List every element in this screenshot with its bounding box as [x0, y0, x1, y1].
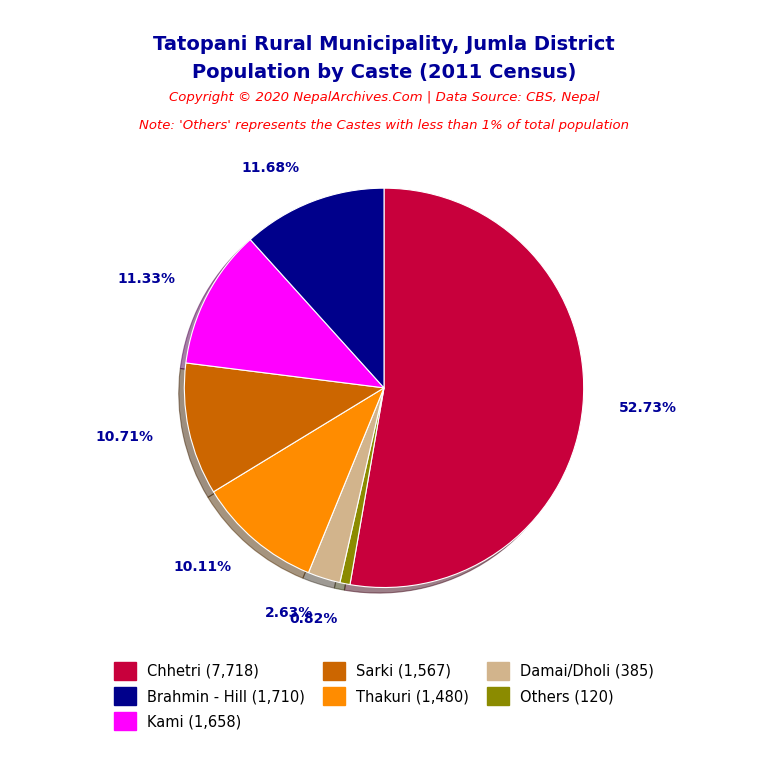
Text: Population by Caste (2011 Census): Population by Caste (2011 Census) [192, 63, 576, 82]
Text: 11.33%: 11.33% [117, 272, 175, 286]
Text: 52.73%: 52.73% [619, 401, 677, 415]
Wedge shape [184, 363, 384, 492]
Text: Tatopani Rural Municipality, Jumla District: Tatopani Rural Municipality, Jumla Distr… [153, 35, 615, 54]
Text: 2.63%: 2.63% [265, 605, 313, 620]
Wedge shape [350, 188, 584, 588]
Wedge shape [186, 240, 384, 388]
Text: Note: 'Others' represents the Castes with less than 1% of total population: Note: 'Others' represents the Castes wit… [139, 119, 629, 132]
Wedge shape [340, 388, 384, 584]
Wedge shape [250, 188, 384, 388]
Text: 0.82%: 0.82% [290, 612, 338, 626]
Text: 11.68%: 11.68% [241, 161, 300, 175]
Text: Copyright © 2020 NepalArchives.Com | Data Source: CBS, Nepal: Copyright © 2020 NepalArchives.Com | Dat… [169, 91, 599, 104]
Wedge shape [214, 388, 384, 573]
Wedge shape [309, 388, 384, 583]
Text: 10.71%: 10.71% [95, 430, 154, 444]
Text: 10.11%: 10.11% [173, 560, 231, 574]
Legend: Chhetri (7,718), Brahmin - Hill (1,710), Kami (1,658), Sarki (1,567), Thakuri (1: Chhetri (7,718), Brahmin - Hill (1,710),… [114, 662, 654, 730]
